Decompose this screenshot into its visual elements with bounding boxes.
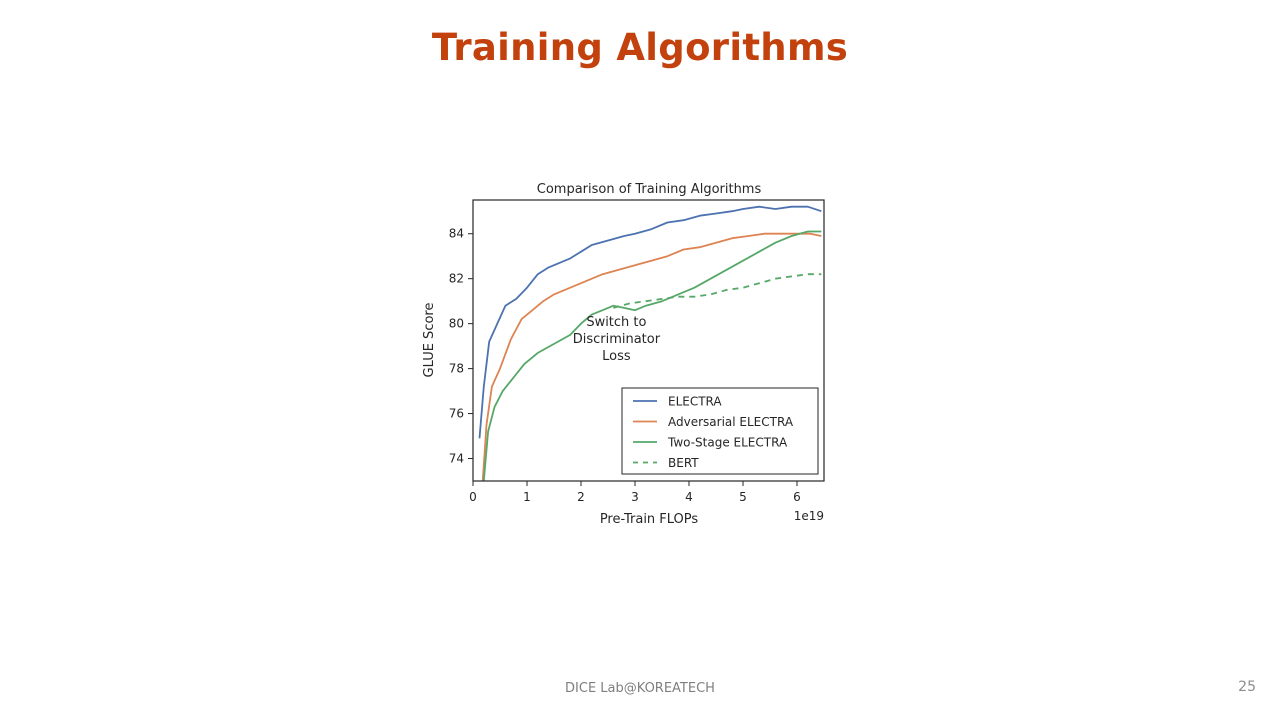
legend-label: Two-Stage ELECTRA: [667, 436, 788, 450]
page-number: 25: [1238, 679, 1256, 695]
y-tick-label: 82: [449, 272, 464, 286]
slide-footer: DICE Lab@KOREATECH: [565, 681, 715, 696]
annotation-line: Switch to: [586, 315, 646, 330]
x-tick-label: 2: [577, 490, 585, 504]
series-line-1: [481, 232, 822, 482]
y-axis-label: GLUE Score: [422, 303, 437, 378]
series-layer: [478, 205, 822, 482]
legend-label: BERT: [668, 456, 699, 470]
annotation-line: Loss: [602, 349, 631, 364]
slide-title: Training Algorithms: [431, 26, 849, 69]
y-tick-label: 84: [449, 227, 464, 241]
ticks-layer: 0 1 2 3 4 5 6 74 76 78 80 82 84: [449, 227, 801, 504]
x-tick-label: 1: [523, 490, 531, 504]
annotation: Switch to Discriminator Loss: [573, 315, 661, 364]
x-axis-label: Pre-Train FLOPs: [600, 512, 699, 527]
x-tick-label: 4: [685, 490, 693, 504]
y-tick-label: 76: [449, 407, 464, 421]
x-tick-label: 6: [793, 490, 801, 504]
legend-frame: [621, 387, 819, 475]
chart-legend: ELECTRA Adversarial ELECTRA Two-Stage ELEC…: [621, 387, 819, 475]
y-tick-label: 80: [449, 317, 464, 331]
x-tick-label: 0: [469, 490, 477, 504]
x-tick-label: 5: [739, 490, 747, 504]
series-line-2: [482, 230, 822, 482]
y-tick-label: 74: [449, 452, 464, 466]
series-line-0: [478, 205, 822, 439]
legend-label: Adversarial ELECTRA: [668, 415, 794, 429]
line-chart: Comparison of Training Algorithms 0 1 2 3 4 5…: [422, 182, 825, 527]
plot-frame: [472, 199, 825, 482]
series-line-3: [613, 273, 822, 309]
x-axis-multiplier: 1e19: [794, 509, 824, 523]
x-tick-label: 3: [631, 490, 639, 504]
y-tick-label: 78: [449, 362, 464, 376]
annotation-line: Discriminator: [573, 332, 661, 347]
chart-title: Comparison of Training Algorithms: [537, 182, 762, 197]
legend-label: ELECTRA: [668, 395, 722, 409]
